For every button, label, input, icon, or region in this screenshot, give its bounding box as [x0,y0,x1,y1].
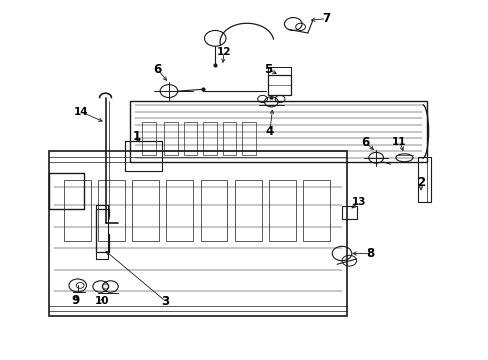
Bar [242,122,255,155]
Bar [98,180,125,241]
Bar [267,75,291,95]
Bar [132,180,159,241]
Text: 11: 11 [391,137,406,147]
Bar [125,140,161,171]
Text: 12: 12 [216,47,231,57]
Bar [200,180,227,241]
Bar [64,180,91,241]
Text: 9: 9 [71,294,79,307]
Text: 4: 4 [265,125,273,138]
Text: 6: 6 [153,63,162,76]
Bar [303,180,329,241]
Bar [268,180,295,241]
Bar [234,180,261,241]
Text: 8: 8 [366,247,374,260]
Text: 7: 7 [322,12,330,25]
Bar [417,157,430,202]
Text: 1: 1 [132,130,140,144]
Bar [222,122,236,155]
Bar [163,122,177,155]
Text: 2: 2 [416,176,424,189]
Text: 6: 6 [361,136,369,149]
Bar [183,122,197,155]
Bar [142,122,156,155]
Text: 3: 3 [161,295,169,308]
Text: 10: 10 [95,296,109,306]
Text: 14: 14 [74,107,88,117]
Text: 13: 13 [351,197,366,207]
Bar [203,122,216,155]
Bar [166,180,193,241]
Text: 5: 5 [263,63,271,76]
Bar [341,206,356,219]
